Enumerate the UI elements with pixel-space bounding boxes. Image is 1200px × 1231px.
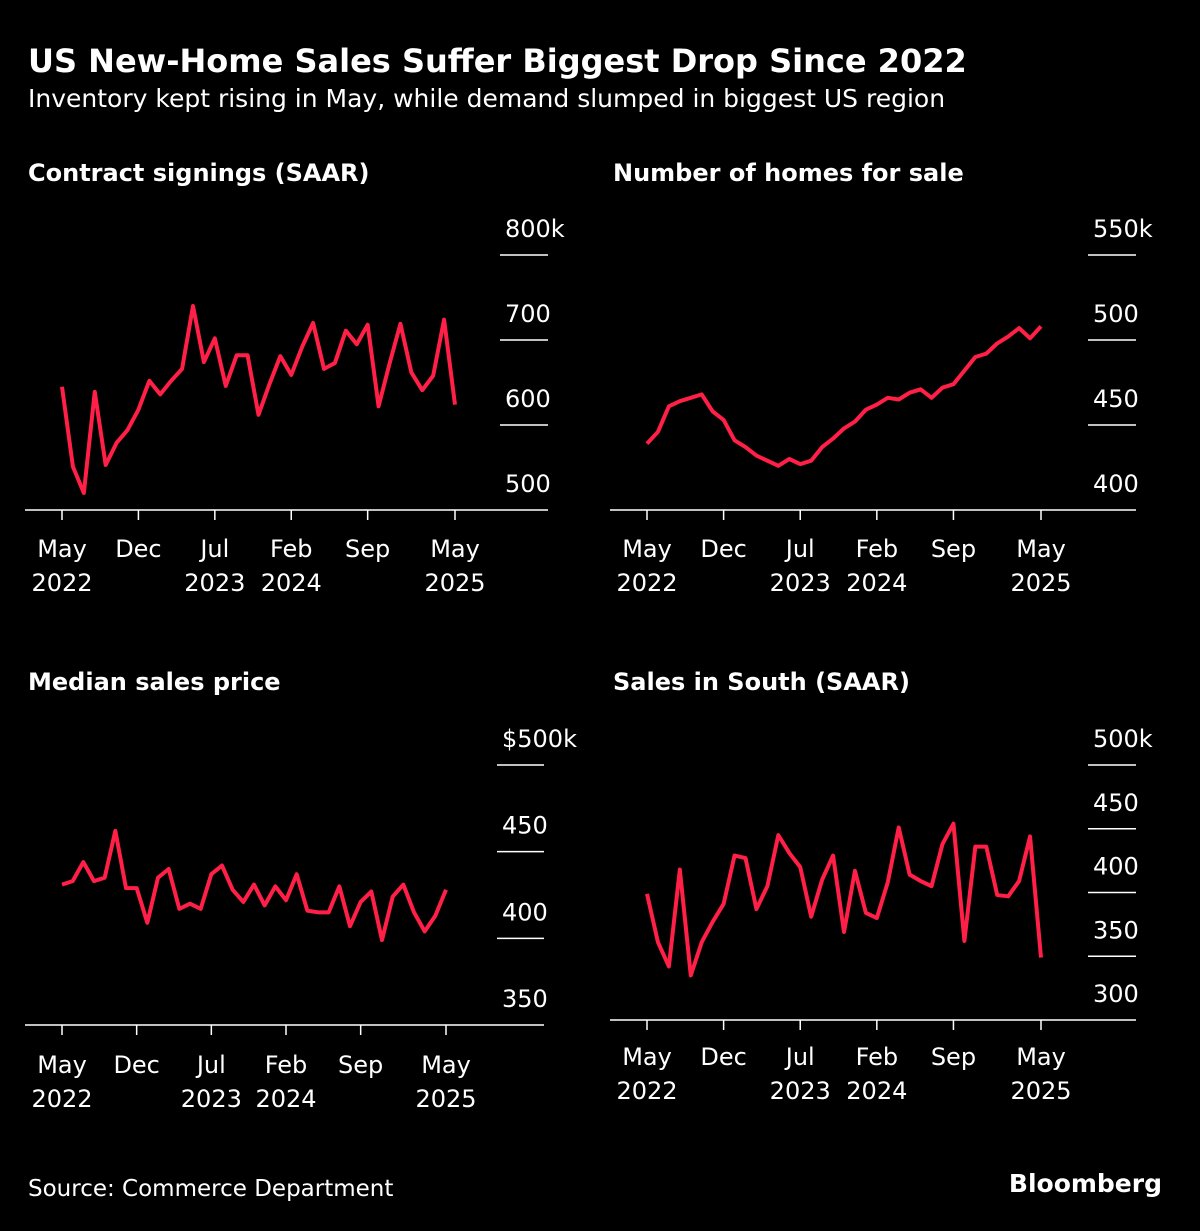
y-tick-label: 350	[502, 985, 548, 1013]
x-tick-label: Sep	[931, 1043, 976, 1071]
x-tick-label: Dec	[700, 535, 746, 563]
y-tick-label: 500k	[1093, 725, 1153, 753]
panel-title: Contract signings (SAAR)	[28, 159, 370, 187]
x-tick-label: Sep	[338, 1051, 383, 1079]
x-tick-label: Feb 2024	[261, 535, 322, 597]
x-tick-label: May 2025	[424, 535, 485, 597]
x-tick-label: Jul 2023	[184, 535, 245, 597]
x-tick-label: May 2022	[31, 1051, 92, 1113]
y-tick-label: 800k	[505, 215, 565, 243]
y-tick-label: 450	[1093, 789, 1139, 817]
y-tick-label: 700	[505, 300, 551, 328]
x-tick-label: May 2022	[31, 535, 92, 597]
x-tick-label: Jul 2023	[770, 535, 831, 597]
x-tick-label: Feb 2024	[846, 535, 907, 597]
x-tick-label: Jul 2023	[770, 1043, 831, 1105]
data-line	[60, 304, 457, 495]
x-tick-label: Jul 2023	[181, 1051, 242, 1113]
data-line	[645, 325, 1043, 468]
x-tick-label: Sep	[345, 535, 390, 563]
x-tick-label: Feb 2024	[846, 1043, 907, 1105]
y-tick-label: 600	[505, 385, 551, 413]
subtitle: Inventory kept rising in May, while dema…	[28, 84, 945, 113]
y-tick-label: 450	[1093, 385, 1139, 413]
title: US New-Home Sales Suffer Biggest Drop Si…	[28, 42, 967, 80]
y-tick-label: 400	[1093, 853, 1139, 881]
source: Source: Commerce Department	[28, 1176, 393, 1202]
data-line	[61, 828, 448, 943]
x-tick-label: May 2025	[415, 1051, 476, 1113]
y-tick-label: $500k	[502, 725, 577, 753]
y-tick-label: 500	[1093, 300, 1139, 328]
x-tick-label: Feb 2024	[255, 1051, 316, 1113]
y-tick-label: 300	[1093, 980, 1139, 1008]
y-tick-label: 550k	[1093, 215, 1153, 243]
x-tick-label: May 2025	[1010, 535, 1071, 597]
x-tick-label: May 2022	[616, 1043, 677, 1105]
panel-title: Median sales price	[28, 668, 281, 696]
x-tick-label: Sep	[931, 535, 976, 563]
x-tick-label: May 2025	[1010, 1043, 1071, 1105]
panel-title: Number of homes for sale	[613, 159, 964, 187]
panel-title: Sales in South (SAAR)	[613, 668, 910, 696]
x-tick-label: Dec	[115, 535, 161, 563]
x-tick-label: Dec	[113, 1051, 159, 1079]
y-tick-label: 450	[502, 812, 548, 840]
y-tick-label: 500	[505, 470, 551, 498]
logo: Bloomberg	[1009, 1169, 1162, 1198]
x-tick-label: May 2022	[616, 535, 677, 597]
y-tick-label: 350	[1093, 916, 1139, 944]
x-tick-label: Dec	[700, 1043, 746, 1071]
y-tick-label: 400	[502, 898, 548, 926]
y-tick-label: 400	[1093, 470, 1139, 498]
data-line	[645, 821, 1043, 978]
